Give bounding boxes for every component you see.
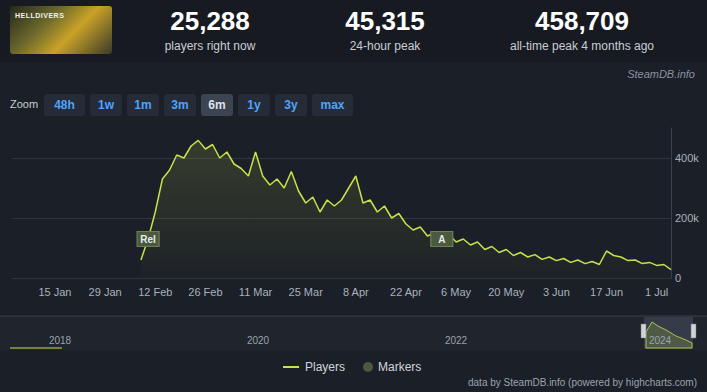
svg-text:3 Jun: 3 Jun	[543, 286, 570, 298]
svg-text:A: A	[438, 234, 445, 245]
html-text:data by SteamDB.info (powered: data by SteamDB.info (powered by highcha…	[468, 377, 697, 388]
svg-text:2018: 2018	[49, 335, 72, 346]
html-text:3m: 3m	[171, 98, 189, 112]
svg-text:200k: 200k	[675, 212, 699, 224]
html-text:6m: 6m	[208, 98, 226, 112]
html-text:all-time peak 4 months ago: all-time peak 4 months ago	[510, 39, 654, 53]
svg-text:Players: Players	[305, 360, 345, 374]
svg-text:26 Feb: 26 Feb	[188, 286, 222, 298]
html-text:1w: 1w	[98, 98, 114, 112]
svg-text:25 Mar: 25 Mar	[289, 286, 324, 298]
html-text:max: max	[320, 98, 345, 112]
svg-text:6 May: 6 May	[441, 286, 471, 298]
html-text:458,709: 458,709	[535, 6, 629, 36]
html-text:HELLDIVERS: HELLDIVERS	[15, 12, 65, 19]
html-text:Zoom: Zoom	[10, 98, 39, 110]
html-text:1y: 1y	[247, 98, 261, 112]
svg-text:20 May: 20 May	[488, 286, 525, 298]
svg-text:11 Mar: 11 Mar	[239, 286, 273, 298]
html-text:45,315: 45,315	[345, 6, 425, 36]
html-text:48h: 48h	[54, 98, 75, 112]
svg-text:2022: 2022	[445, 335, 468, 346]
svg-text:Markers: Markers	[378, 360, 421, 374]
svg-text:12 Feb: 12 Feb	[138, 286, 172, 298]
svg-text:17 Jun: 17 Jun	[590, 286, 623, 298]
svg-text:29 Jan: 29 Jan	[89, 286, 122, 298]
svg-text:400k: 400k	[675, 152, 699, 164]
svg-text:22 Apr: 22 Apr	[390, 286, 422, 298]
html-text:1m: 1m	[134, 98, 152, 112]
html-text:SteamDB.info: SteamDB.info	[627, 68, 695, 80]
svg-text:15 Jan: 15 Jan	[38, 286, 71, 298]
svg-text:8 Apr: 8 Apr	[343, 286, 369, 298]
svg-text:2024: 2024	[649, 335, 672, 346]
html-text:3y: 3y	[284, 98, 298, 112]
svg-text:2020: 2020	[247, 335, 270, 346]
html-text:players right now: players right now	[164, 39, 256, 53]
html-text:24-hour peak: 24-hour peak	[349, 39, 421, 53]
html-text:25,288: 25,288	[170, 6, 250, 36]
svg-text:1 Jul: 1 Jul	[645, 286, 668, 298]
svg-text:Rel: Rel	[140, 234, 156, 245]
svg-text:0: 0	[675, 272, 681, 284]
